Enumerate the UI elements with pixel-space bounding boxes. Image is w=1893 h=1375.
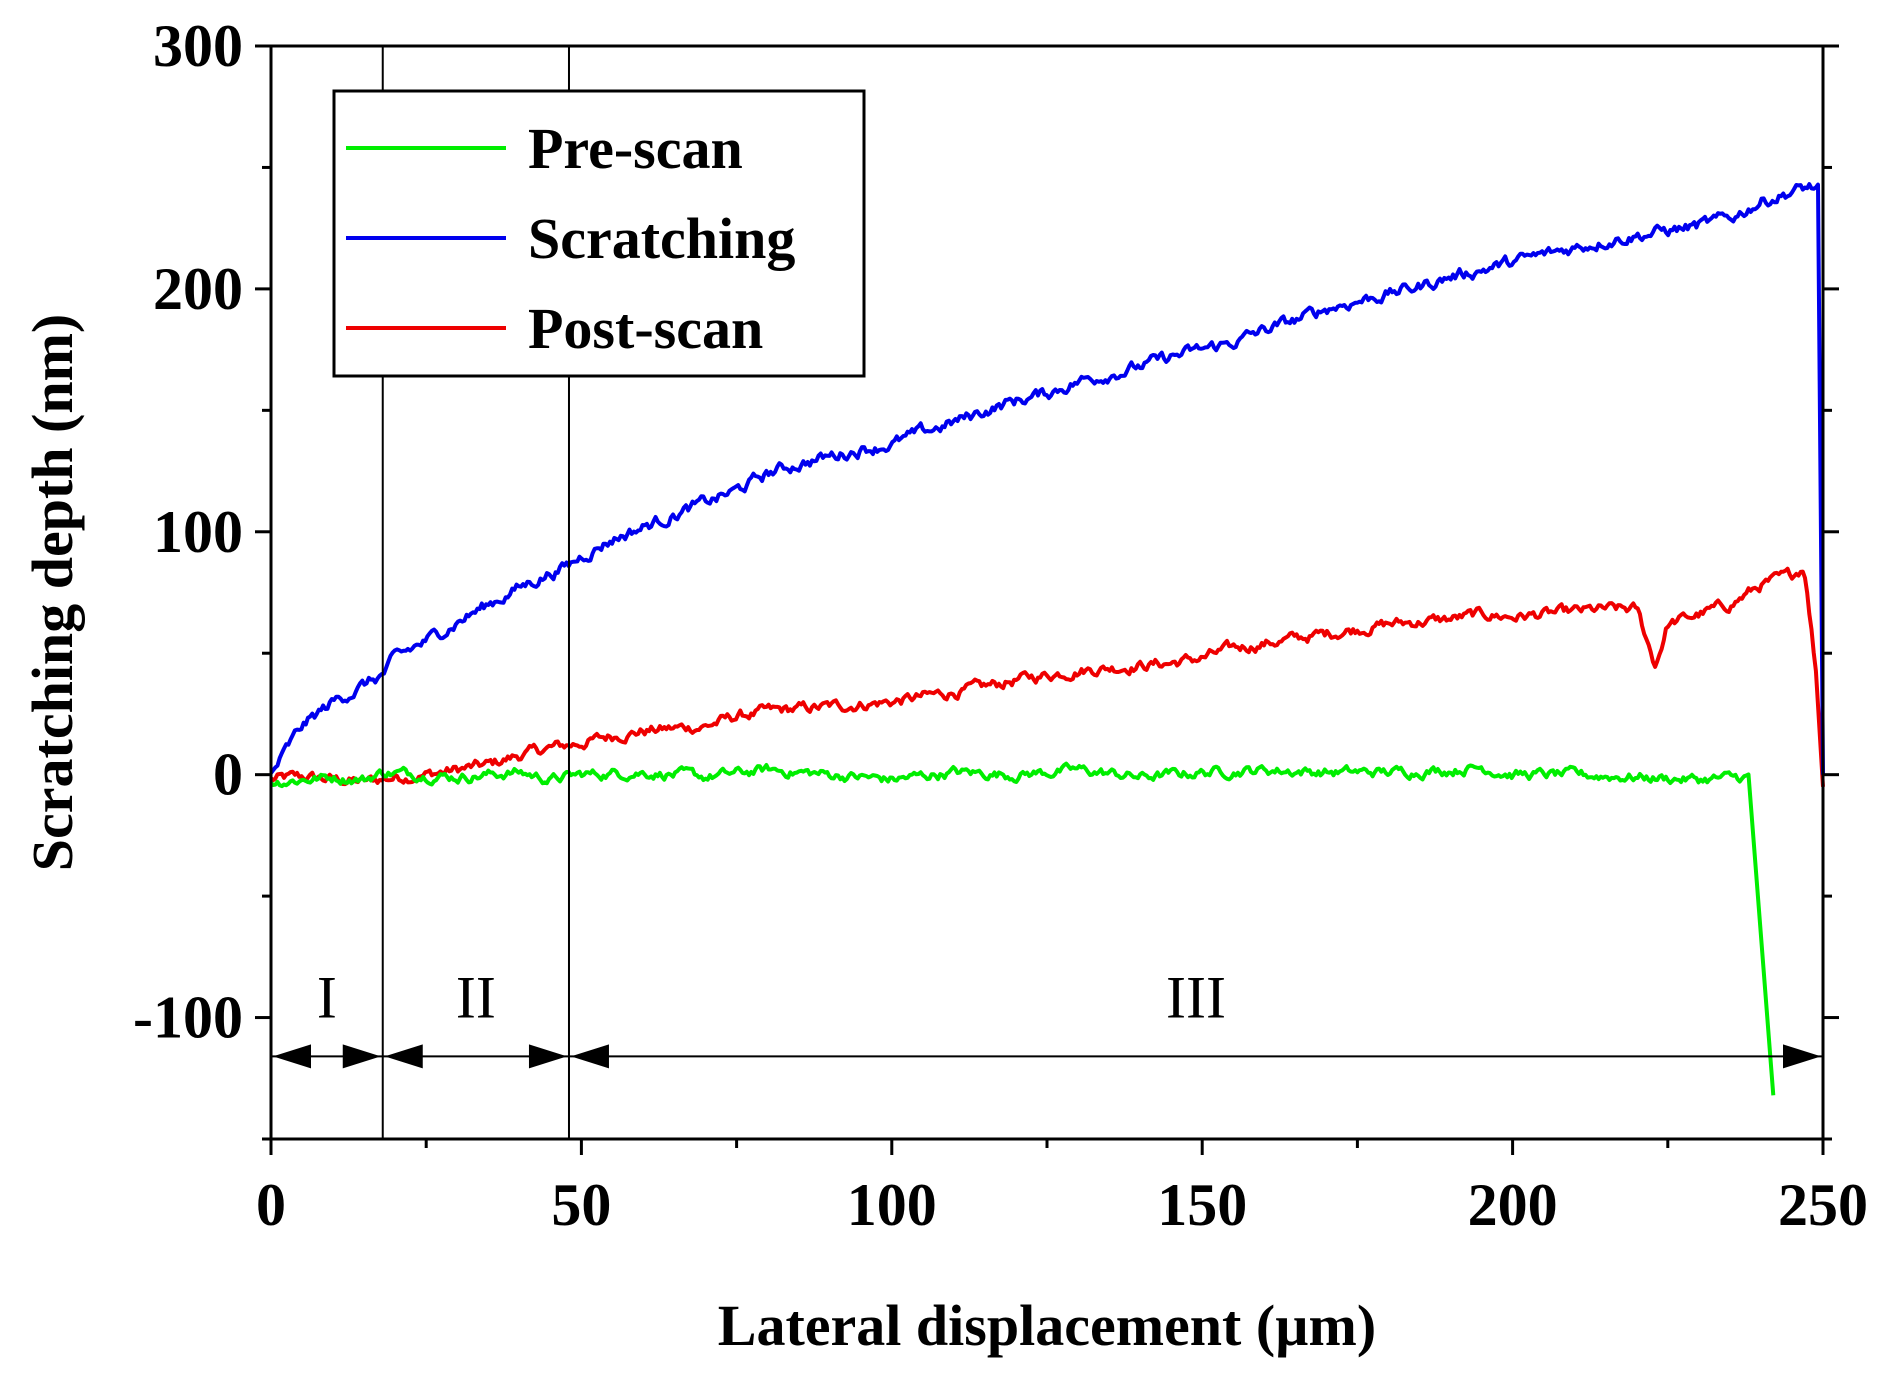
x-tick-label: 150 xyxy=(1157,1172,1247,1238)
series-line-post-scan xyxy=(269,566,1825,787)
legend-label-post-scan: Post-scan xyxy=(528,296,763,361)
y-tick-label: 0 xyxy=(213,742,243,808)
y-tick-label: 200 xyxy=(153,256,243,322)
legend: Pre-scan Scratching Post-scan xyxy=(332,89,866,378)
region-arrowhead xyxy=(342,1044,381,1069)
region-label: I xyxy=(317,965,337,1031)
region-annotations: I II III xyxy=(271,46,1823,1139)
x-tick-label: 0 xyxy=(256,1172,286,1238)
y-tick-label: -100 xyxy=(133,985,243,1051)
region-arrowhead xyxy=(528,1044,567,1069)
region-arrowhead xyxy=(384,1044,423,1069)
region-label: III xyxy=(1166,965,1226,1031)
x-tick-label: 50 xyxy=(551,1172,611,1238)
region-arrowhead xyxy=(273,1044,311,1069)
region-arrowhead xyxy=(1783,1044,1821,1069)
series-line-scratching xyxy=(269,182,1825,775)
y-tick-label: 300 xyxy=(153,13,243,79)
x-tick-label: 100 xyxy=(847,1172,937,1238)
legend-label-pre-scan: Pre-scan xyxy=(528,116,743,181)
x-axis-title: Lateral displacement (µm) xyxy=(718,1293,1376,1358)
y-axis-title: Scratching depth (nm) xyxy=(20,314,85,871)
region-arrowhead xyxy=(570,1044,609,1069)
axes: 0 50 100 150 200 250 -100 0 100 200 300 xyxy=(133,13,1868,1238)
y-tick-label: 100 xyxy=(153,499,243,565)
region-label: II xyxy=(456,965,496,1031)
plot-lines xyxy=(269,182,1825,1096)
series-line-pre-scan xyxy=(269,761,1776,1096)
legend-label-scratching: Scratching xyxy=(528,206,795,271)
x-tick-label: 200 xyxy=(1468,1172,1558,1238)
x-tick-label: 250 xyxy=(1778,1172,1868,1238)
